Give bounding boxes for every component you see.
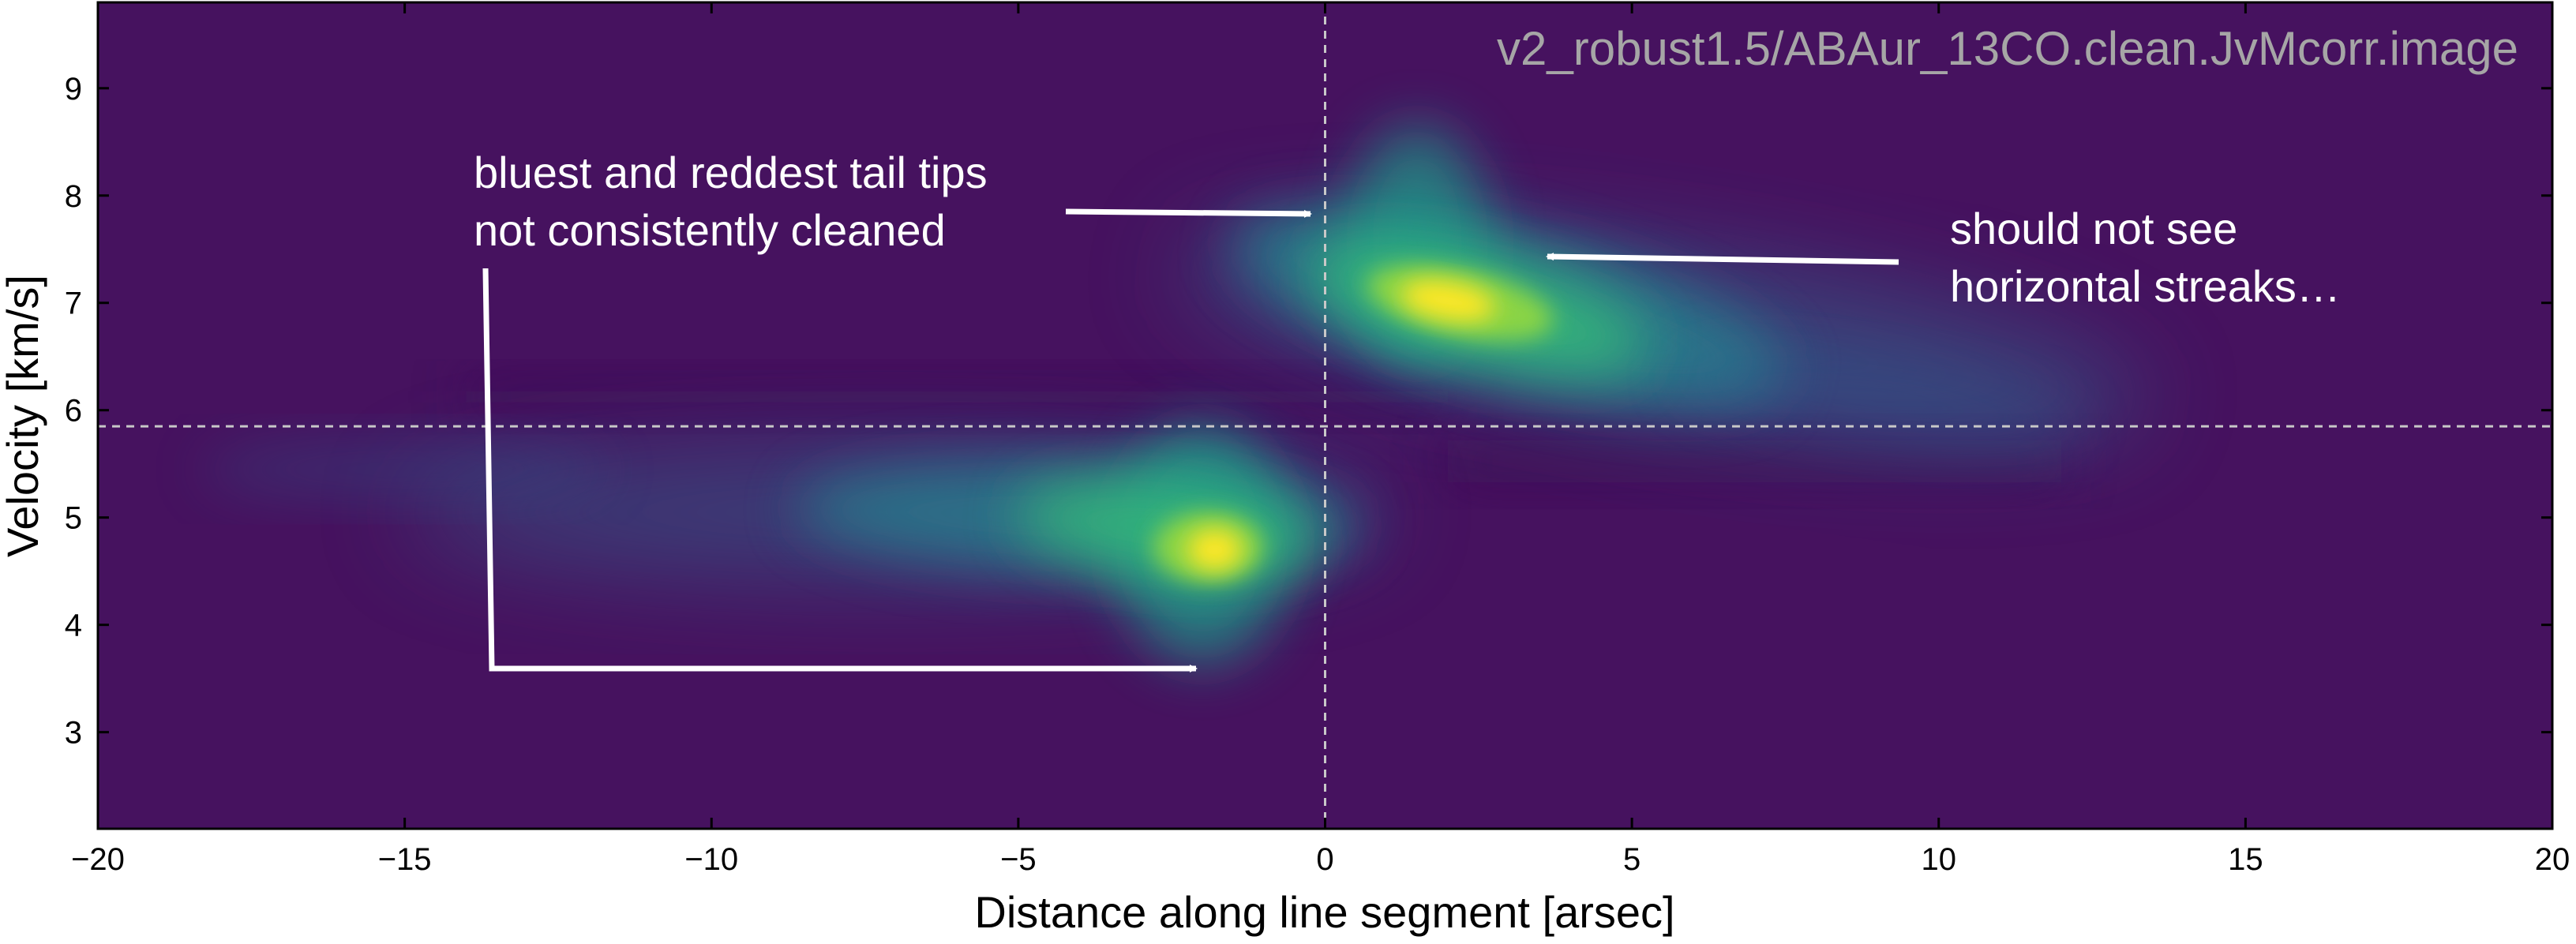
x-tick-label: 15: [2228, 842, 2263, 877]
emission-layer: [199, 125, 2148, 663]
arrow-red-tail: [1065, 208, 1312, 218]
x-tick-label: 20: [2535, 842, 2570, 877]
y-tick-label: 9: [65, 72, 82, 107]
arrow-streaks: [1546, 253, 1899, 265]
annotation-tail-tips-line-2: not consistently cleaned: [474, 205, 946, 255]
x-tick-label: 10: [1922, 842, 1957, 877]
red-tail: [1674, 350, 2081, 448]
x-tick-label: 0: [1316, 842, 1333, 877]
y-tick-label: 8: [65, 179, 82, 214]
arrow-blue-tail: [482, 268, 1198, 672]
y-tick-label: 7: [65, 287, 82, 321]
x-axis-label: Distance along line segment [arsec]: [974, 887, 1674, 937]
annotation-arrows: [482, 208, 1899, 672]
x-tick-label: −10: [684, 842, 738, 877]
y-tick-label: 6: [65, 394, 82, 429]
y-tick-label: 3: [65, 716, 82, 751]
reference-lines: [98, 2, 2552, 829]
annotation-tail-tips-line-1: bluest and reddest tail tips: [474, 148, 988, 197]
absorption-band: [466, 377, 1448, 416]
blue-tail: [199, 441, 610, 497]
y-tick-label: 5: [65, 501, 82, 536]
annotation-streaks-line-2: horizontal streaks…: [1950, 261, 2341, 311]
x-tick-label: −5: [1000, 842, 1037, 877]
chart-title: v2_robust1.5/ABAur_13CO.clean.JvMcorr.im…: [1497, 22, 2518, 75]
y-axis-label: Velocity [km/s]: [0, 275, 47, 557]
x-axis-ticks: −20 −15 −10 −5 0 5 10 15 20: [71, 2, 2570, 877]
blue-lobe-peak: [1187, 529, 1242, 571]
y-tick-label: 4: [65, 609, 82, 643]
x-tick-label: 5: [1623, 842, 1640, 877]
x-tick-label: −20: [71, 842, 125, 877]
red-lobe-peak: [1400, 280, 1495, 321]
annotation-streaks-line-1: should not see: [1950, 204, 2237, 253]
y-axis-ticks: 3 4 5 6 7 8 9: [65, 72, 2552, 751]
x-tick-label: −15: [378, 842, 432, 877]
